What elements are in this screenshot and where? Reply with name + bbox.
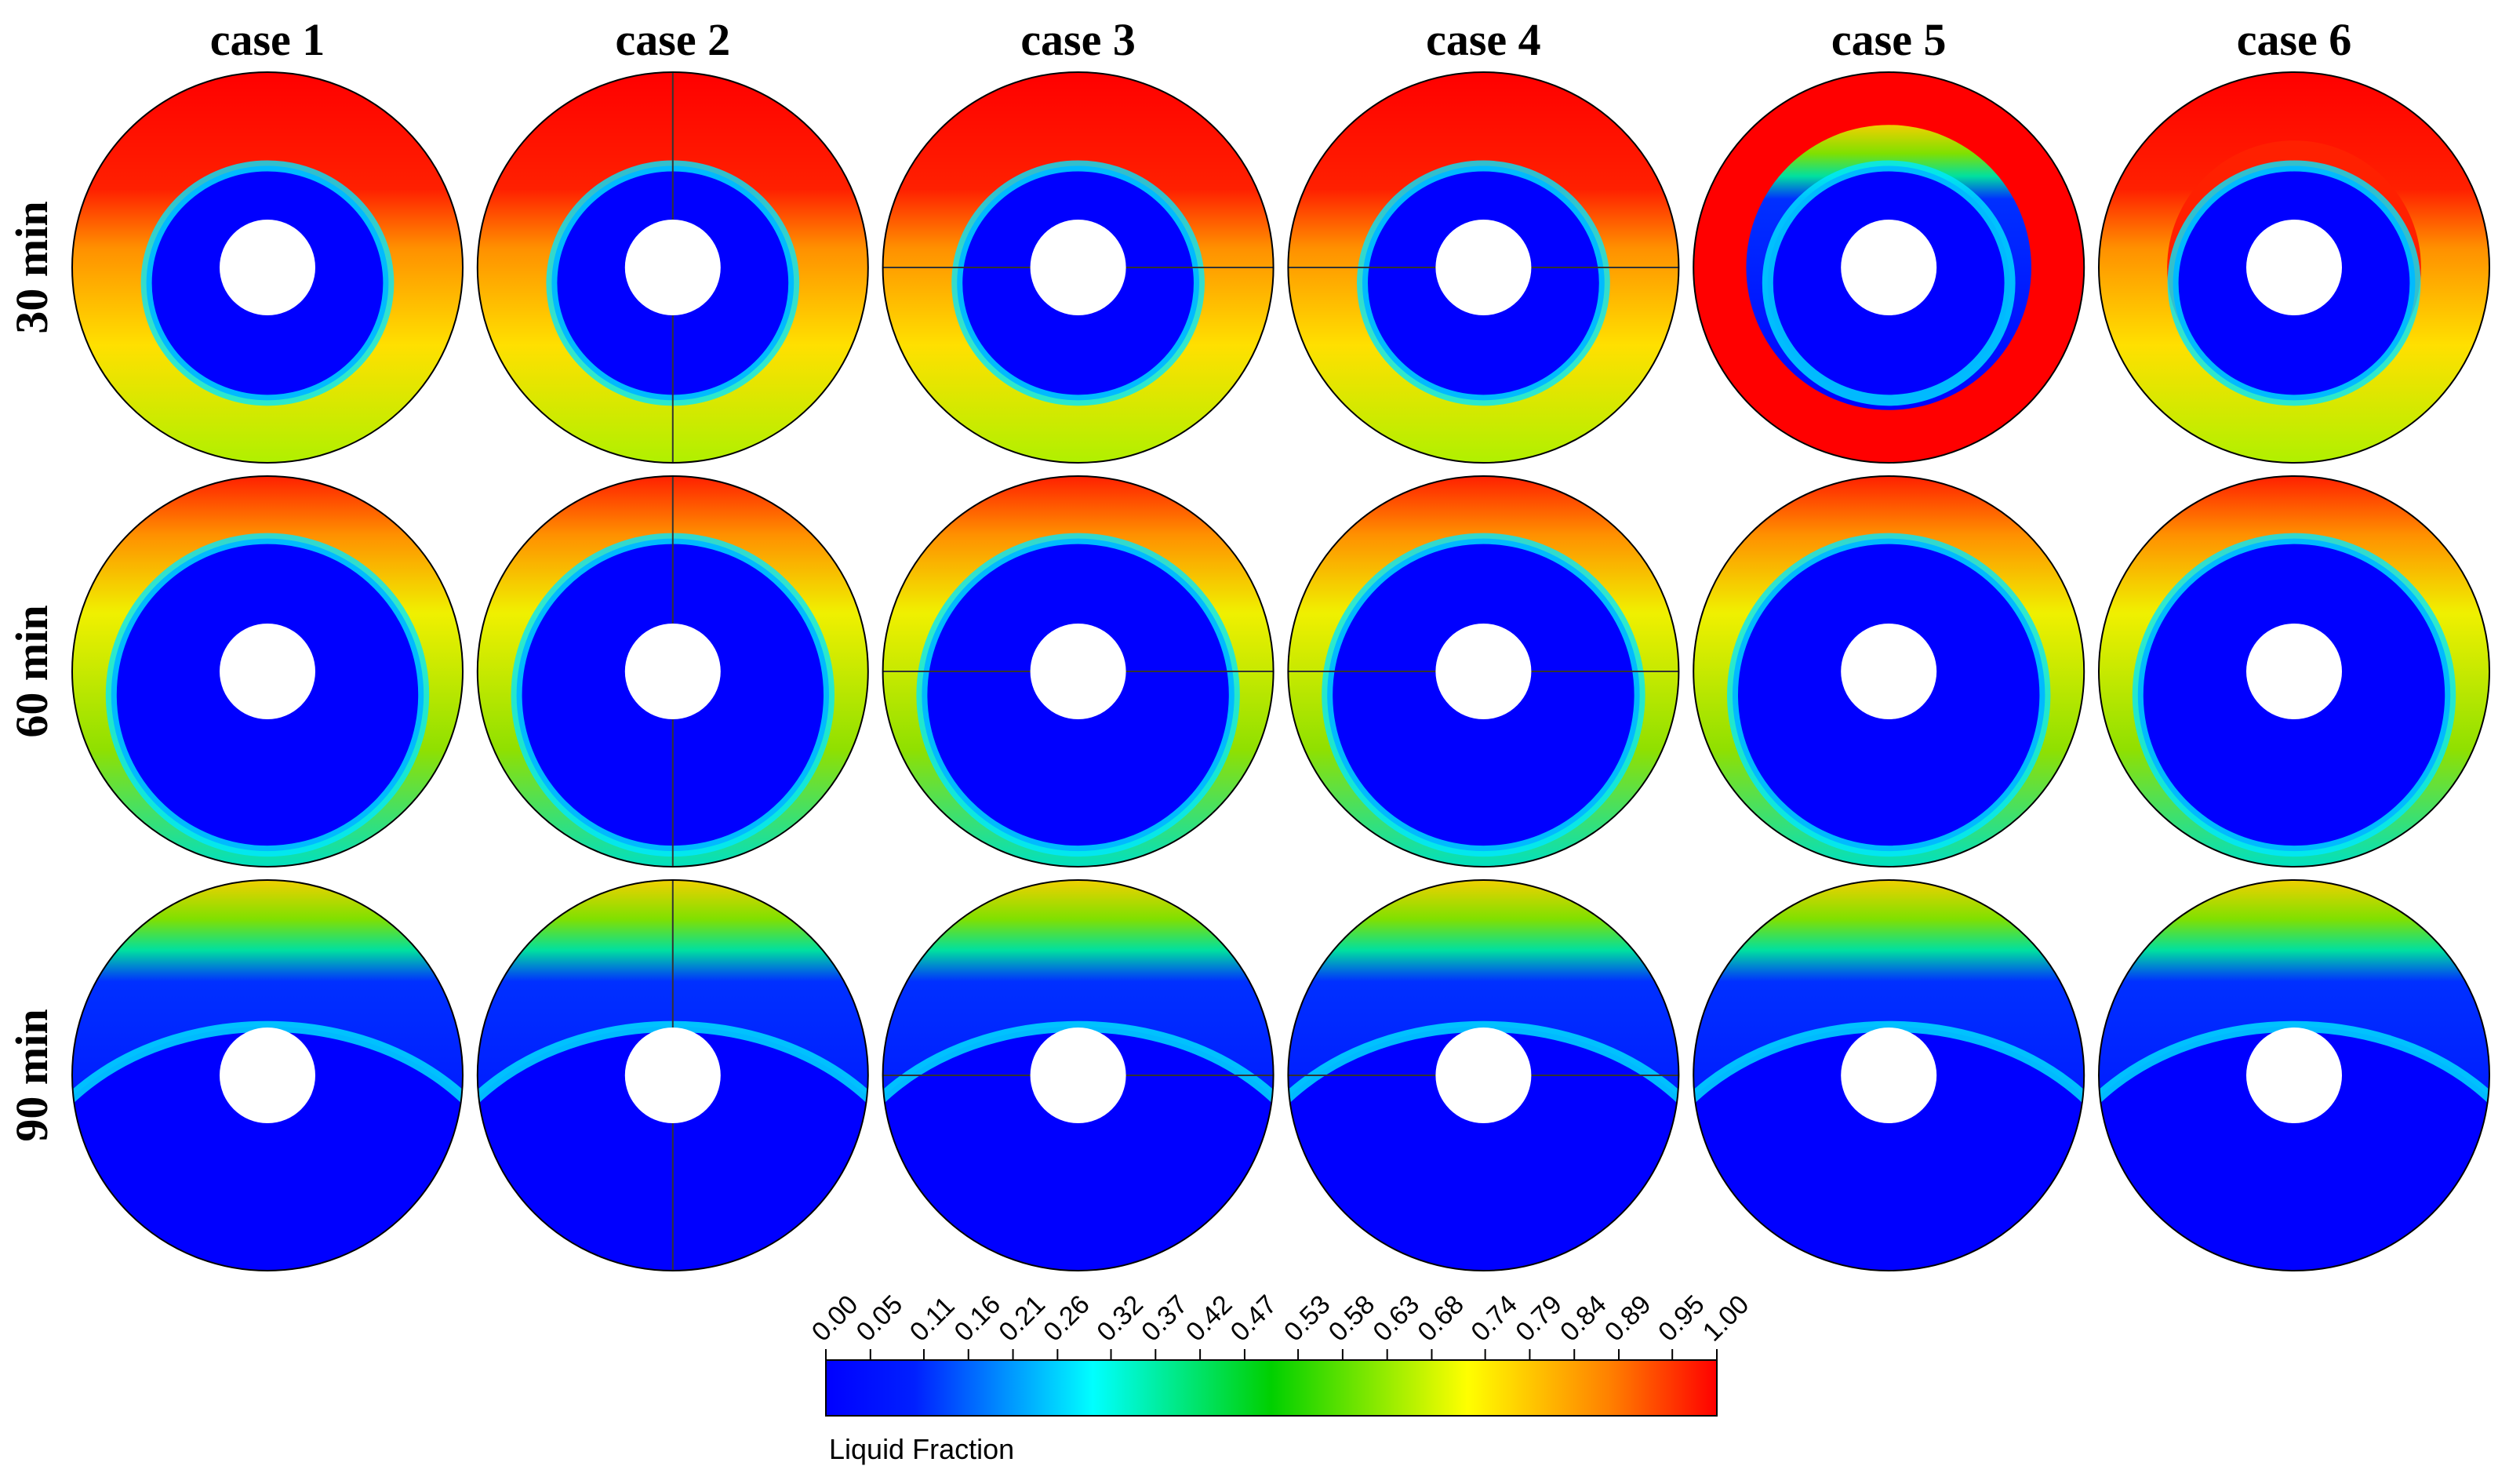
colorbar-tick-label: 0.63 xyxy=(1367,1289,1425,1348)
colorbar xyxy=(825,1359,1718,1417)
outline xyxy=(2098,71,2490,464)
colorbar-tick-label: 0.16 xyxy=(949,1289,1007,1348)
solid-region xyxy=(1693,1020,2085,1271)
outline xyxy=(882,475,1274,867)
solid-region xyxy=(1288,1020,1679,1271)
tube xyxy=(2246,624,2342,719)
colorbar-tick-label: 0.37 xyxy=(1136,1289,1194,1348)
colorbar-tick-label: 0.53 xyxy=(1278,1289,1336,1348)
outline xyxy=(1693,879,2085,1271)
tube xyxy=(1435,624,1532,719)
colorbar-tick-label: 0.84 xyxy=(1554,1289,1613,1348)
colorbar-tick-label: 0.00 xyxy=(806,1289,864,1348)
tube xyxy=(1030,220,1126,315)
column-title: case 5 xyxy=(1831,14,1947,65)
outline xyxy=(882,879,1274,1271)
outline xyxy=(71,879,464,1271)
colorbar-tick-label: 0.42 xyxy=(1180,1289,1238,1348)
colorbar-tick-label: 0.05 xyxy=(851,1289,909,1348)
tube xyxy=(2246,1028,2342,1123)
outline xyxy=(1287,879,1680,1271)
outline xyxy=(476,71,869,464)
colorbar-tick-label: 0.11 xyxy=(904,1291,961,1348)
contour-panel xyxy=(477,880,868,1271)
tube xyxy=(1841,624,1937,719)
tube xyxy=(220,220,315,315)
colorbar-tick-label: 0.32 xyxy=(1091,1289,1149,1348)
tube xyxy=(624,220,721,315)
solid-region xyxy=(882,1020,1274,1271)
solid-region xyxy=(2099,1020,2489,1271)
tube xyxy=(1030,1028,1126,1123)
tube xyxy=(1030,624,1126,719)
tube xyxy=(2246,220,2342,315)
row-label: 30 min xyxy=(6,201,57,333)
colorbar-tick-label: 0.74 xyxy=(1465,1289,1523,1348)
colorbar-tick-label: 0.47 xyxy=(1225,1289,1283,1348)
solid-region xyxy=(72,1020,463,1271)
colorbar-label: Liquid Fraction xyxy=(829,1433,1014,1465)
tube xyxy=(1841,220,1937,315)
contour-panel xyxy=(2099,880,2489,1271)
colorbar-tick-label: 0.21 xyxy=(993,1289,1051,1348)
outline xyxy=(476,475,869,867)
column-title: case 6 xyxy=(2237,14,2352,65)
column-title: case 1 xyxy=(210,14,325,65)
column-title: case 2 xyxy=(616,14,731,65)
colorbar-tick-label: 0.89 xyxy=(1599,1289,1657,1348)
outline xyxy=(1287,475,1680,867)
tube xyxy=(1435,1028,1532,1123)
outline xyxy=(1693,475,2085,867)
outline xyxy=(1287,71,1680,464)
colorbar-tick-label: 0.95 xyxy=(1653,1289,1711,1348)
outline xyxy=(71,71,464,464)
contour-panel xyxy=(1693,880,2085,1271)
row-label: 90 min xyxy=(6,1009,57,1141)
contour-panel xyxy=(72,880,463,1271)
column-title: case 4 xyxy=(1426,14,1541,65)
row-label: 60 min xyxy=(6,605,57,737)
outline xyxy=(476,879,869,1271)
tube xyxy=(1435,220,1532,315)
outline xyxy=(2098,879,2490,1271)
tube xyxy=(220,624,315,719)
tube xyxy=(1841,1028,1937,1123)
tube xyxy=(624,624,721,719)
colorbar-tick-label: 0.79 xyxy=(1510,1289,1568,1348)
colorbar-tick-label: 0.58 xyxy=(1323,1289,1381,1348)
outline xyxy=(882,71,1274,464)
tube xyxy=(624,1028,721,1123)
outline xyxy=(71,475,464,867)
contour-panel xyxy=(1288,476,1679,867)
colorbar-tick-label: 1.00 xyxy=(1697,1289,1755,1348)
tube xyxy=(220,1028,315,1123)
outline xyxy=(1693,71,2085,464)
colorbar-tick-label: 0.26 xyxy=(1038,1289,1096,1348)
outline xyxy=(2098,475,2490,867)
colorbar-tick-label: 0.68 xyxy=(1412,1289,1470,1348)
column-title: case 3 xyxy=(1020,14,1136,65)
